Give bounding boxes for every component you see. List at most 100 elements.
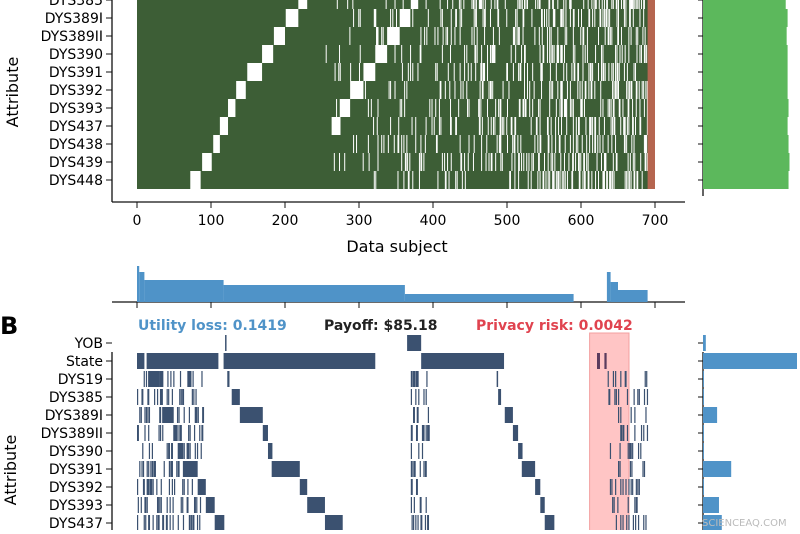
empty-cell: [643, 135, 645, 153]
empty-cell: [612, 117, 614, 135]
filled-cell: [199, 515, 201, 531]
empty-cell: [572, 9, 574, 27]
empty-cell: [591, 0, 593, 9]
empty-cell: [589, 135, 591, 153]
empty-cell: [602, 9, 604, 27]
empty-cell: [448, 171, 450, 189]
empty-cell: [554, 9, 556, 27]
empty-cell: [407, 153, 409, 171]
empty-cell: [486, 135, 488, 153]
empty-cell: [623, 117, 625, 135]
filled-cell: [147, 389, 149, 405]
empty-cell: [540, 135, 542, 153]
empty-cell: [551, 135, 553, 153]
empty-cell: [415, 135, 417, 153]
empty-cell: [479, 117, 481, 135]
empty-cell: [476, 27, 478, 45]
filled-cell: [148, 515, 151, 531]
empty-cell: [356, 135, 358, 153]
filled-cell: [199, 497, 202, 513]
empty-cell: [482, 0, 484, 9]
empty-cell: [609, 171, 611, 189]
filled-cell: [179, 389, 181, 405]
filled-cell: [626, 425, 629, 441]
privacy-risk-annotation: Privacy risk: 0.0042: [476, 318, 633, 334]
empty-cell: [408, 171, 410, 189]
filled-cell: [418, 443, 420, 459]
empty-cell: [482, 9, 484, 27]
empty-segment: [363, 63, 376, 81]
empty-cell: [616, 45, 618, 63]
filled-cell: [148, 407, 151, 423]
filled-cell: [642, 461, 644, 477]
filled-cell: [141, 389, 143, 405]
heatmap-row-DYS437: [137, 117, 655, 135]
filled-cell: [620, 425, 622, 441]
filled-cell: [636, 497, 638, 513]
empty-cell: [359, 63, 360, 81]
filled-cell: [148, 515, 150, 531]
empty-cell: [515, 9, 517, 27]
empty-cell: [445, 27, 447, 45]
empty-cell: [646, 45, 648, 63]
filled-cell: [643, 425, 645, 441]
filled-cell: [410, 443, 412, 459]
empty-cell: [492, 45, 494, 63]
filled-cell: [142, 443, 144, 459]
filled-segment: [146, 353, 219, 369]
empty-cell: [566, 81, 568, 99]
empty-cell: [500, 117, 502, 135]
empty-cell: [406, 81, 408, 99]
filled-cell: [425, 497, 427, 513]
filled-cell: [159, 371, 162, 387]
filled-cell: [410, 497, 412, 513]
filled-cell: [137, 515, 139, 531]
empty-cell: [646, 81, 648, 99]
filled-cell: [410, 371, 412, 387]
empty-cell: [637, 171, 639, 189]
filled-cell: [152, 479, 154, 495]
empty-cell: [397, 135, 399, 153]
empty-cell: [394, 45, 396, 63]
empty-cell: [489, 45, 491, 63]
empty-cell: [503, 117, 505, 135]
empty-cell: [557, 0, 559, 9]
empty-cell: [367, 99, 369, 117]
empty-cell: [470, 63, 472, 81]
filled-cell: [415, 425, 418, 441]
empty-segment: [285, 9, 299, 27]
empty-cell: [566, 99, 568, 117]
empty-cell: [643, 99, 645, 117]
empty-cell: [582, 171, 584, 189]
filled-cell: [201, 425, 203, 441]
filled-cell: [182, 389, 184, 405]
filled-cell: [166, 443, 168, 459]
filled-cell: [195, 407, 197, 423]
empty-cell: [584, 171, 586, 189]
filled-cell: [190, 371, 192, 387]
filled-cell: [425, 425, 427, 441]
empty-cell: [632, 0, 634, 9]
filled-cell: [162, 515, 164, 531]
panel-b-label: B: [0, 312, 18, 340]
filled-cell: [643, 389, 646, 405]
histogram-step: [610, 282, 618, 302]
panel-a-row-histogram: [698, 0, 790, 196]
empty-cell: [582, 63, 584, 81]
empty-cell: [592, 135, 594, 153]
empty-cell: [441, 153, 443, 171]
empty-cell: [481, 0, 483, 9]
filled-cell: [196, 497, 198, 513]
empty-cell: [403, 171, 405, 189]
empty-cell: [478, 0, 480, 9]
filled-cell: [171, 389, 173, 405]
empty-cell: [401, 99, 403, 117]
empty-cell: [552, 0, 554, 9]
empty-cell: [445, 171, 447, 189]
filled-cell: [425, 461, 427, 477]
empty-cell: [603, 171, 605, 189]
filled-cell: [189, 371, 191, 387]
empty-cell: [568, 153, 570, 171]
empty-cell: [527, 171, 529, 189]
empty-cell: [435, 99, 437, 117]
